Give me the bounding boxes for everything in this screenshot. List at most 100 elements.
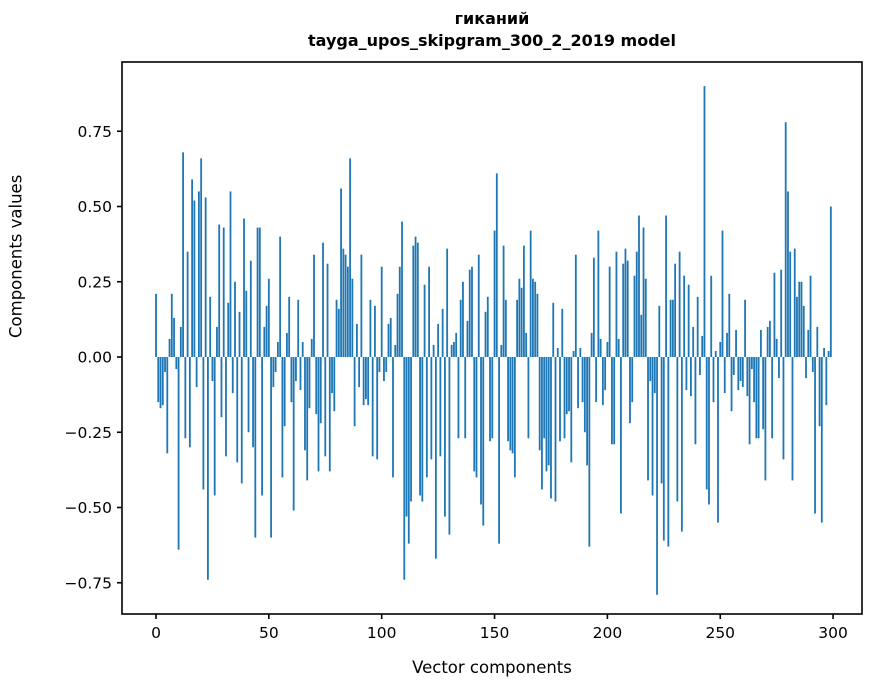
bar bbox=[534, 281, 537, 357]
y-tick-label: −0.75 bbox=[65, 574, 113, 592]
bar bbox=[491, 357, 494, 439]
bar bbox=[604, 357, 607, 391]
y-tick-label: −0.50 bbox=[65, 499, 113, 517]
bar bbox=[416, 242, 419, 357]
bar bbox=[572, 350, 575, 357]
bar bbox=[811, 357, 814, 373]
bar bbox=[676, 357, 679, 502]
bar bbox=[353, 357, 356, 427]
bar bbox=[179, 326, 182, 357]
y-tick-label: 0.25 bbox=[77, 273, 112, 291]
bar bbox=[177, 357, 180, 550]
bar bbox=[588, 357, 591, 547]
bar bbox=[784, 122, 787, 357]
bar bbox=[378, 357, 381, 373]
bar bbox=[766, 326, 769, 357]
bar bbox=[225, 357, 227, 457]
bar bbox=[489, 357, 491, 442]
bar bbox=[649, 357, 652, 382]
bar bbox=[425, 357, 428, 478]
bar bbox=[556, 347, 559, 357]
bar bbox=[419, 357, 421, 496]
bar bbox=[541, 357, 543, 490]
x-tick-label: 150 bbox=[480, 624, 510, 642]
bar bbox=[771, 357, 774, 439]
bar bbox=[355, 323, 358, 357]
bar bbox=[414, 236, 417, 357]
bar bbox=[642, 227, 645, 357]
bar bbox=[207, 357, 209, 580]
bar bbox=[714, 350, 717, 357]
bar bbox=[805, 357, 807, 379]
bar bbox=[762, 357, 765, 430]
bar bbox=[730, 357, 733, 412]
bar bbox=[319, 357, 322, 424]
bar bbox=[574, 254, 577, 357]
bar bbox=[211, 357, 214, 382]
bar bbox=[680, 357, 683, 532]
bar bbox=[263, 326, 266, 357]
bar bbox=[173, 317, 175, 357]
bar bbox=[475, 357, 478, 478]
x-tick-label: 50 bbox=[259, 624, 279, 642]
bar bbox=[457, 357, 460, 439]
bar bbox=[631, 357, 634, 403]
bar bbox=[308, 357, 311, 409]
bar bbox=[678, 251, 681, 357]
bar bbox=[748, 357, 751, 445]
bar bbox=[726, 332, 728, 357]
bar bbox=[719, 341, 722, 357]
bar bbox=[428, 266, 430, 357]
bar bbox=[197, 191, 200, 357]
bar bbox=[159, 357, 162, 409]
y-tick-label: 0.50 bbox=[77, 198, 112, 216]
bar bbox=[773, 272, 776, 357]
bar bbox=[245, 290, 248, 357]
bar bbox=[276, 341, 279, 357]
bar bbox=[290, 357, 293, 403]
bar bbox=[202, 357, 205, 490]
bar bbox=[486, 296, 489, 357]
bar bbox=[387, 323, 390, 357]
bar bbox=[626, 260, 629, 357]
bar bbox=[622, 263, 625, 357]
bar bbox=[358, 357, 361, 388]
chart-title: гиканий tayga_upos_skipgram_300_2_2019 m… bbox=[122, 8, 862, 52]
bar bbox=[297, 299, 300, 357]
bar bbox=[328, 357, 331, 472]
bar bbox=[446, 248, 449, 357]
bar bbox=[653, 357, 656, 394]
bar bbox=[482, 357, 485, 526]
bar bbox=[699, 357, 701, 376]
bar bbox=[331, 357, 333, 394]
bar bbox=[441, 308, 444, 357]
bar bbox=[633, 275, 636, 357]
bar bbox=[513, 357, 516, 478]
bar bbox=[351, 278, 354, 357]
bar bbox=[270, 357, 273, 538]
bar bbox=[640, 314, 643, 357]
bar bbox=[301, 341, 304, 357]
bar bbox=[443, 357, 446, 517]
bar bbox=[236, 357, 239, 463]
bar bbox=[802, 305, 805, 357]
bar bbox=[261, 357, 263, 496]
bar bbox=[545, 357, 548, 472]
bar bbox=[195, 357, 198, 388]
x-axis-ticks: 0 50 100 150 200 250 300 bbox=[151, 614, 848, 642]
bar bbox=[168, 338, 171, 357]
bar bbox=[543, 357, 546, 439]
bar bbox=[660, 357, 663, 484]
bar bbox=[669, 299, 672, 357]
bar bbox=[561, 308, 564, 357]
bar bbox=[635, 251, 638, 357]
bar bbox=[398, 266, 401, 357]
bar bbox=[583, 357, 586, 433]
bar bbox=[759, 329, 762, 357]
bar bbox=[599, 338, 602, 357]
bar bbox=[757, 357, 760, 439]
bar bbox=[791, 357, 794, 481]
bar bbox=[509, 357, 512, 451]
bar bbox=[434, 357, 437, 559]
